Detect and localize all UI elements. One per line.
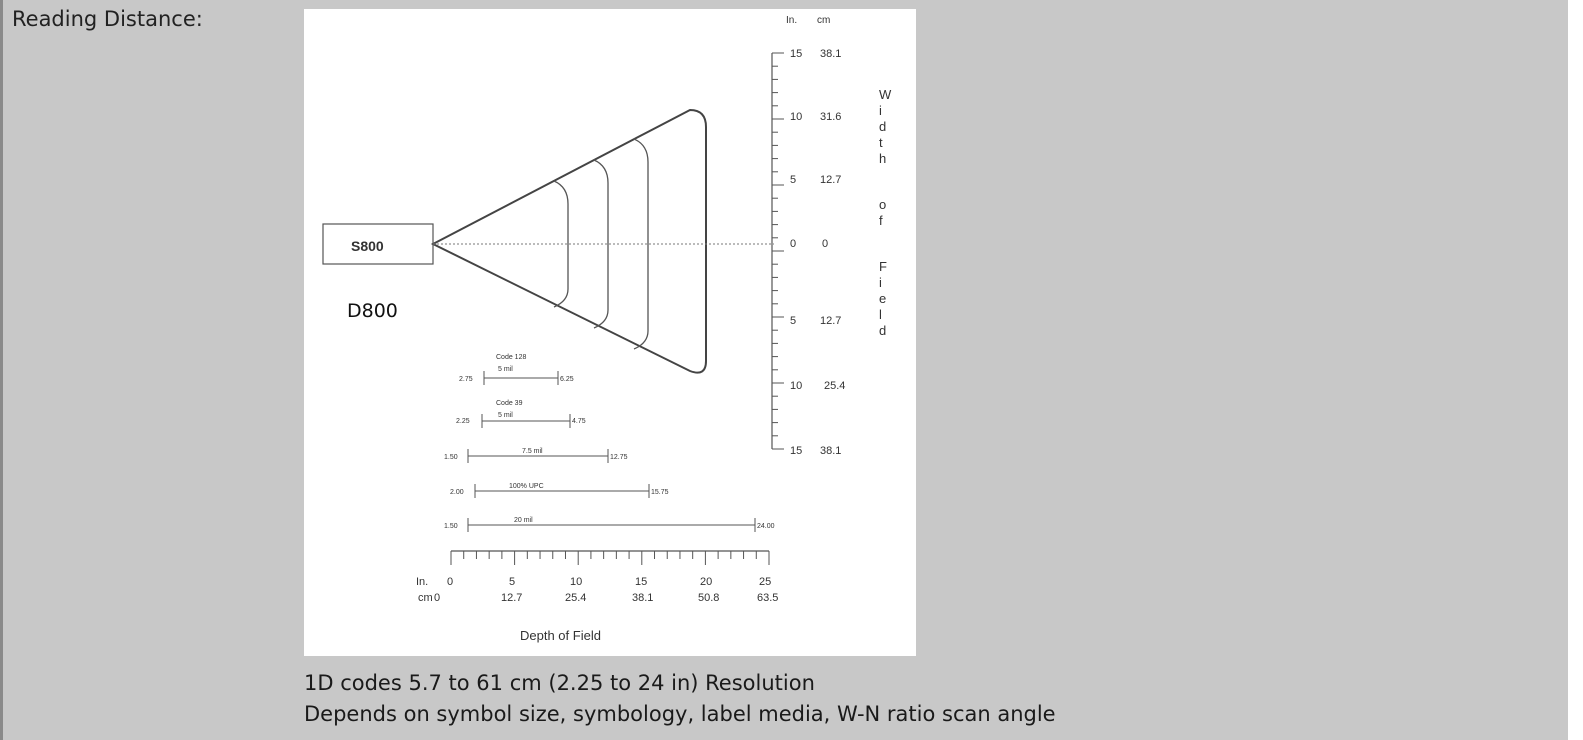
scanner-label: S800 bbox=[351, 238, 384, 254]
width-tick-cm: 0 bbox=[822, 238, 828, 250]
range-start: 1.50 bbox=[444, 523, 458, 530]
scanner-box bbox=[322, 223, 434, 265]
depth-of-field-title: Depth of Field bbox=[520, 628, 601, 643]
depth-tick-cm: 25.4 bbox=[565, 592, 586, 604]
width-title-letter: W bbox=[879, 87, 892, 102]
width-title-letter: f bbox=[879, 213, 883, 228]
depth-tick-cm: 38.1 bbox=[632, 592, 653, 604]
range-end: 24.00 bbox=[757, 523, 775, 530]
width-tick-cm: 38.1 bbox=[820, 48, 841, 60]
range-bar: Code 128 5 mil 2.75 6.25 bbox=[459, 354, 574, 385]
depth-tick-in: 0 bbox=[447, 576, 453, 588]
range-sub: 100% UPC bbox=[509, 483, 544, 490]
range-start: 1.50 bbox=[444, 454, 458, 461]
width-minor-ticks bbox=[772, 52, 784, 450]
depth-unit-in: In. bbox=[416, 576, 428, 588]
range-bar: 7.5 mil 1.50 12.75 bbox=[444, 448, 628, 463]
width-title-letter: o bbox=[879, 197, 886, 212]
width-title-letter: l bbox=[879, 307, 882, 322]
depth-tick-in: 25 bbox=[759, 576, 771, 588]
range-start: 2.25 bbox=[456, 418, 470, 425]
depth-tick-in: 20 bbox=[700, 576, 712, 588]
width-title-letter: e bbox=[879, 291, 886, 306]
range-name: Code 39 bbox=[496, 400, 523, 407]
depth-tick-cm: 0 bbox=[434, 592, 440, 604]
model-label: D800 bbox=[347, 300, 398, 322]
width-tick-in: 5 bbox=[790, 315, 796, 327]
range-end: 6.25 bbox=[560, 376, 574, 383]
right-margin bbox=[1568, 0, 1583, 740]
depth-tick-cm: 50.8 bbox=[698, 592, 719, 604]
width-title-letter: i bbox=[879, 103, 882, 118]
diagram-svg: S800 In. cm 15 38.1 10 31.6 5 12.7 0 0 5… bbox=[322, 15, 892, 643]
width-tick-cm: 25.4 bbox=[824, 380, 845, 392]
width-tick-in: 10 bbox=[790, 380, 802, 392]
left-border bbox=[0, 0, 3, 740]
range-bar: 100% UPC 2.00 15.75 bbox=[450, 483, 669, 498]
width-tick-cm: 12.7 bbox=[820, 315, 841, 327]
width-unit-cm: cm bbox=[817, 15, 830, 26]
width-tick-in: 0 bbox=[790, 238, 796, 250]
depth-tick-cm: 12.7 bbox=[501, 592, 522, 604]
width-title-letter: d bbox=[879, 119, 886, 134]
width-tick-cm: 31.6 bbox=[820, 111, 841, 123]
beam-arc-2 bbox=[593, 159, 609, 329]
beam-arc-3 bbox=[633, 138, 649, 350]
range-sub: 20 mil bbox=[514, 517, 533, 524]
scan-beam-cone bbox=[430, 108, 707, 374]
reading-distance-label: Reading Distance: bbox=[12, 7, 203, 31]
depth-tick-in: 10 bbox=[570, 576, 582, 588]
width-title-letter: i bbox=[879, 275, 882, 290]
width-title-letter: F bbox=[879, 259, 887, 274]
range-start: 2.75 bbox=[459, 376, 473, 383]
spec-caption: 1D codes 5.7 to 61 cm (2.25 to 24 in) Re… bbox=[304, 668, 1504, 730]
depth-minor-ticks bbox=[450, 551, 770, 565]
caption-line-2: Depends on symbol size, symbology, label… bbox=[304, 702, 1056, 726]
range-sub: 7.5 mil bbox=[522, 448, 543, 455]
range-start: 2.00 bbox=[450, 489, 464, 496]
width-tick-cm: 12.7 bbox=[820, 174, 841, 186]
range-end: 4.75 bbox=[572, 418, 586, 425]
beam-arc-1 bbox=[553, 180, 569, 308]
width-tick-in: 15 bbox=[790, 445, 802, 457]
depth-tick-cm: 63.5 bbox=[757, 592, 778, 604]
range-bar: 20 mil 1.50 24.00 bbox=[444, 517, 775, 532]
width-title-letter: h bbox=[879, 151, 886, 166]
reading-distance-diagram: S800 In. cm 15 38.1 10 31.6 5 12.7 0 0 5… bbox=[304, 9, 916, 656]
width-unit-in: In. bbox=[786, 15, 797, 26]
range-name: Code 128 bbox=[496, 354, 526, 361]
caption-line-1: 1D codes 5.7 to 61 cm (2.25 to 24 in) Re… bbox=[304, 671, 815, 695]
range-sub: 5 mil bbox=[498, 412, 513, 419]
width-tick-in: 15 bbox=[790, 48, 802, 60]
width-tick-in: 10 bbox=[790, 111, 802, 123]
width-title-letter: d bbox=[879, 323, 886, 338]
depth-unit-cm: cm bbox=[418, 592, 433, 604]
range-bar: Code 39 5 mil 2.25 4.75 bbox=[456, 400, 586, 428]
width-title-letter: t bbox=[879, 135, 883, 150]
width-tick-in: 5 bbox=[790, 174, 796, 186]
width-tick-cm: 38.1 bbox=[820, 445, 841, 457]
depth-tick-in: 5 bbox=[509, 576, 515, 588]
range-end: 12.75 bbox=[610, 454, 628, 461]
range-sub: 5 mil bbox=[498, 366, 513, 373]
range-end: 15.75 bbox=[651, 489, 669, 496]
depth-tick-in: 15 bbox=[635, 576, 647, 588]
